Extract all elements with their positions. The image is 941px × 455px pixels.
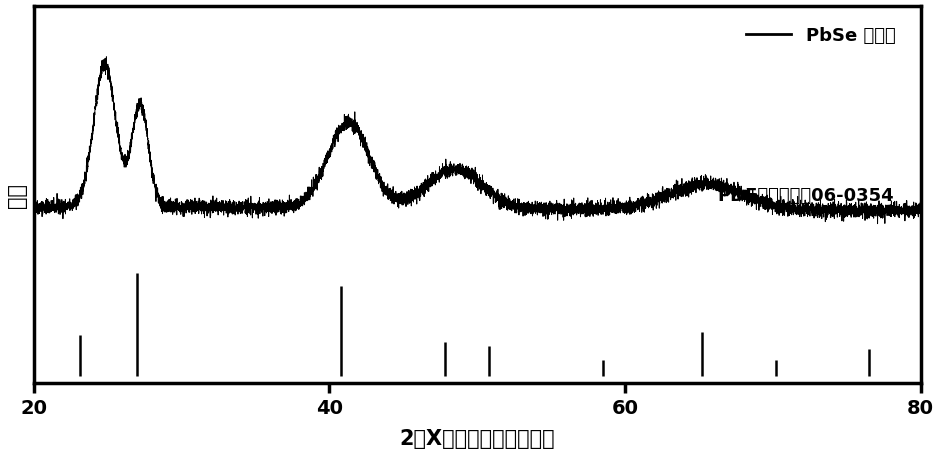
- X-axis label: 2倍X射线入射角度（度）: 2倍X射线入射角度（度）: [399, 428, 555, 448]
- Text: PDF卡片编号：06-0354: PDF卡片编号：06-0354: [717, 186, 894, 204]
- Legend: PbSe 纳米棒: PbSe 纳米棒: [739, 20, 902, 52]
- Y-axis label: 强度: 强度: [7, 183, 27, 207]
